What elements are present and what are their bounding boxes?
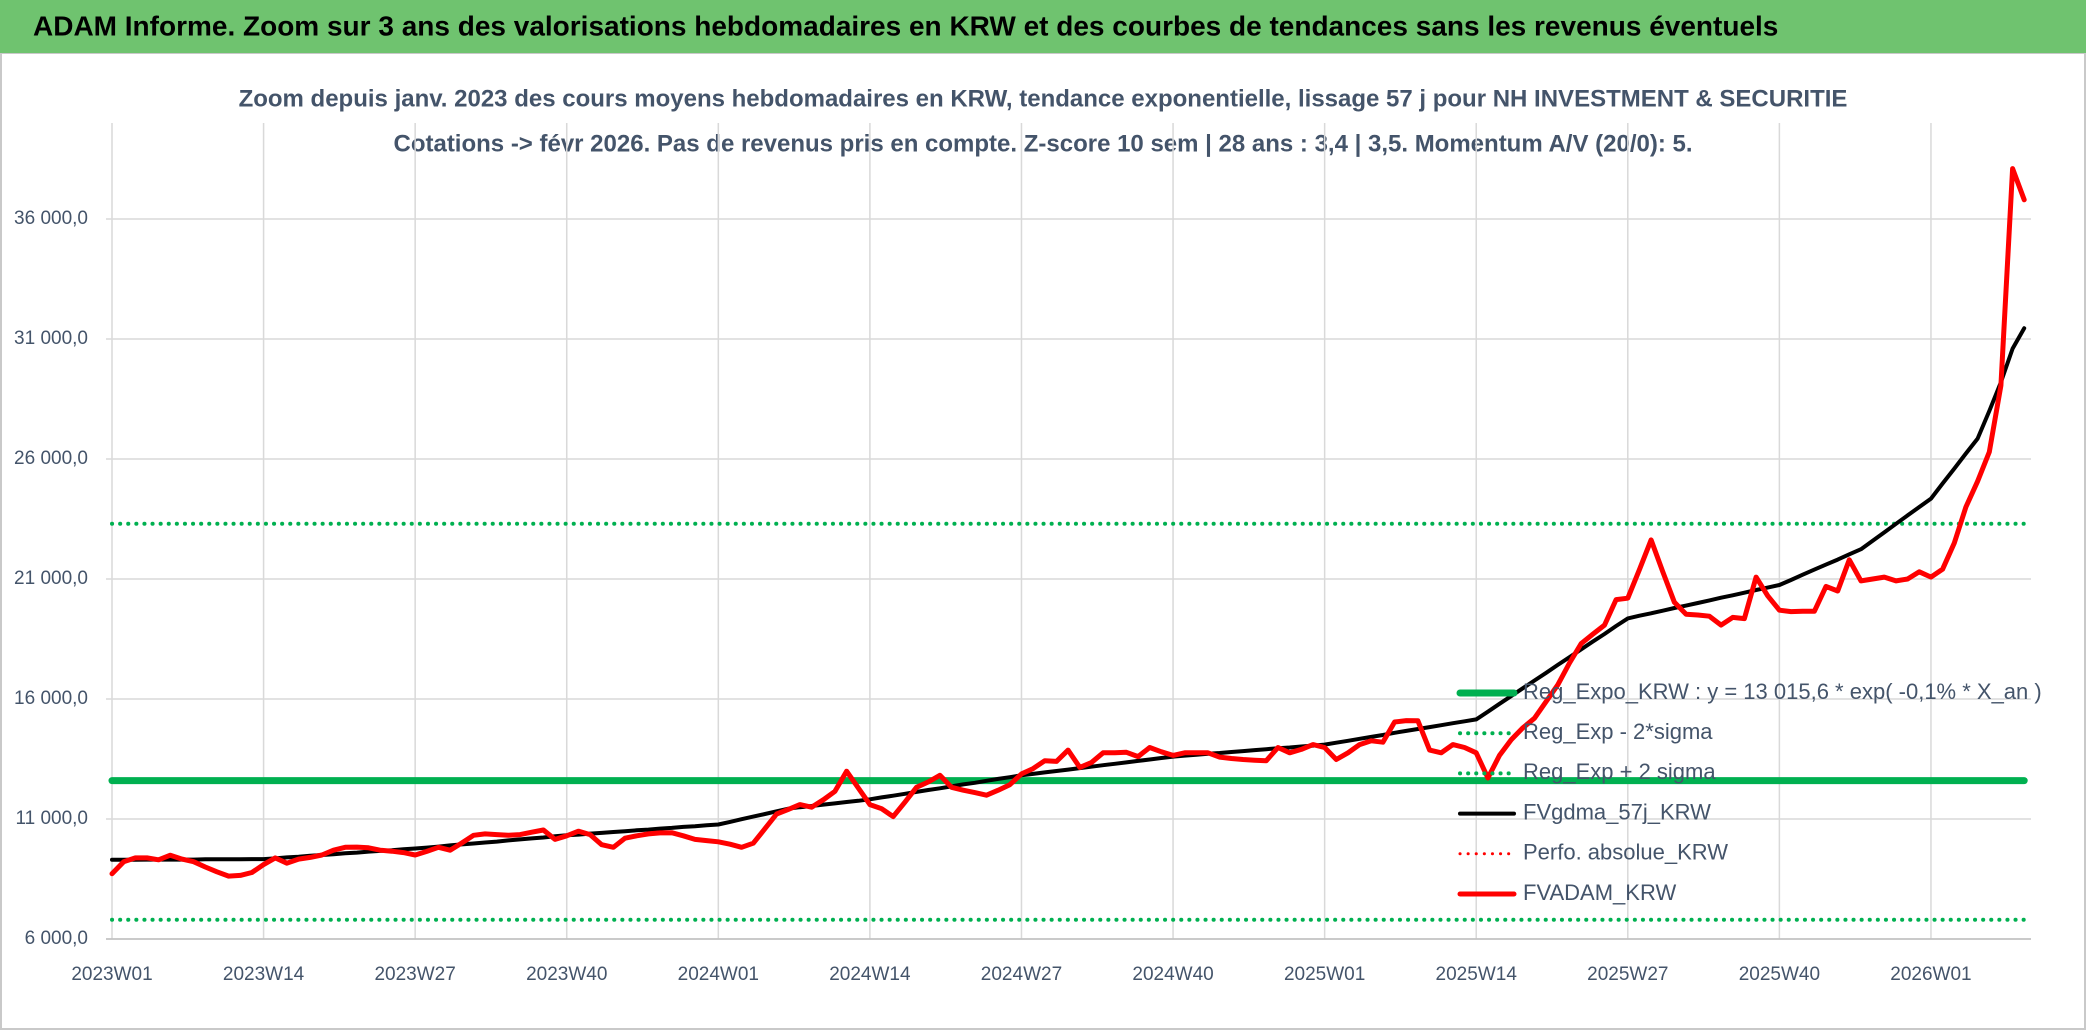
x-tick-label: 2024W01 xyxy=(678,964,759,985)
x-tick-label: 2025W40 xyxy=(1739,964,1820,985)
legend: Reg_Expo_KRW : y = 13 015,6 * exp( -0,1%… xyxy=(1456,679,2042,905)
x-tick-label: 2024W27 xyxy=(981,964,1062,985)
legend-label: Reg_Exp + 2 sigma xyxy=(1523,759,1716,784)
x-tick-label: 2025W14 xyxy=(1436,964,1518,985)
x-tick-label: 2023W14 xyxy=(223,964,305,985)
header-title: ADAM Informe. Zoom sur 3 ans des valoris… xyxy=(33,10,1778,41)
x-tick-label: 2026W01 xyxy=(1890,964,1971,985)
legend-label: FVADAM_KRW xyxy=(1523,880,1676,905)
chart-subtitle: Cotations -> févr 2026. Pas de revenus p… xyxy=(393,130,1692,157)
plot xyxy=(108,166,2028,922)
x-tick-label: 2023W27 xyxy=(374,964,455,985)
x-tick-label: 2024W40 xyxy=(1132,964,1213,985)
chart-panel xyxy=(0,52,2086,1030)
y-tick-label: 21 000,0 xyxy=(14,568,88,589)
header-bar xyxy=(0,0,2086,53)
series-line xyxy=(110,326,2027,862)
x-tick-label: 2025W01 xyxy=(1284,964,1365,985)
y-tick-label: 26 000,0 xyxy=(14,448,88,469)
y-tick-label: 16 000,0 xyxy=(14,688,88,709)
x-tick-label: 2023W01 xyxy=(71,964,152,985)
legend-label: Reg_Expo_KRW : y = 13 015,6 * exp( -0,1%… xyxy=(1523,679,2042,704)
legend-label: FVgdma_57j_KRW xyxy=(1523,799,1711,824)
x-tick-label: 2024W14 xyxy=(829,964,911,985)
x-tick-label: 2023W40 xyxy=(526,964,607,985)
legend-label: Perfo. absolue_KRW xyxy=(1523,840,1728,865)
y-tick-label: 6 000,0 xyxy=(25,928,88,949)
legend-label: Reg_Exp - 2*sigma xyxy=(1523,719,1713,744)
chart-title: Zoom depuis janv. 2023 des cours moyens … xyxy=(239,85,1848,112)
y-tick-label: 11 000,0 xyxy=(15,808,88,829)
y-tick-label: 31 000,0 xyxy=(14,328,88,349)
y-tick-label: 36 000,0 xyxy=(14,208,88,229)
x-tick-label: 2025W27 xyxy=(1587,964,1668,985)
series-line xyxy=(109,166,2027,879)
